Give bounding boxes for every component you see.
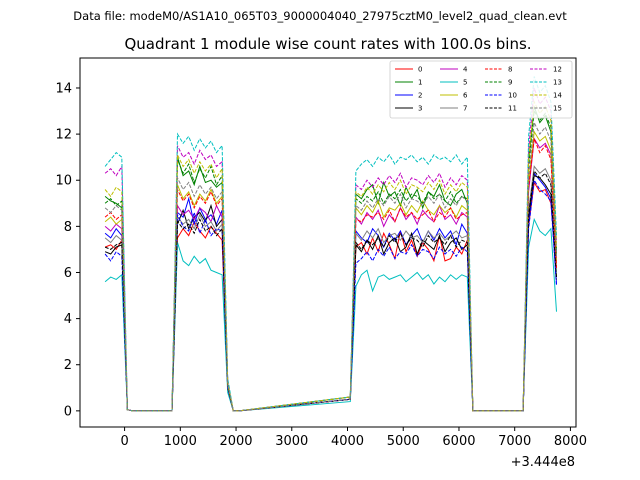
x-offset-label: +3.444e8 [511, 455, 575, 470]
series-line-12 [104, 87, 557, 412]
x-tick-label: 4000 [331, 434, 364, 449]
y-tick-label: 0 [64, 404, 72, 419]
series-layer [104, 76, 557, 412]
x-tick-label: 3000 [275, 434, 308, 449]
legend-label-2: 2 [418, 92, 422, 100]
series-line-13 [104, 76, 557, 412]
series-line-11 [104, 169, 557, 412]
chart-title: Quadrant 1 module wise count rates with … [124, 35, 531, 53]
x-tick-label: 2000 [219, 434, 252, 449]
legend-label-9: 9 [508, 79, 512, 87]
series-line-15 [104, 120, 557, 412]
legend-label-13: 13 [553, 79, 562, 87]
data-file-suptitle: Data file: modeM0/AS1A10_065T03_90000040… [73, 9, 567, 23]
y-tick-label: 4 [64, 312, 72, 327]
legend-label-8: 8 [508, 66, 512, 74]
legend-label-12: 12 [553, 66, 562, 74]
y-tick-label: 8 [64, 220, 72, 235]
plot-frame [79, 57, 577, 428]
y-tick-label: 2 [64, 358, 72, 373]
legend-label-1: 1 [418, 79, 422, 87]
legend-box [389, 60, 573, 119]
series-line-10 [104, 178, 557, 412]
y-tick-label: 14 [55, 81, 72, 96]
legend-label-14: 14 [553, 92, 562, 100]
x-tick-label: 5000 [387, 434, 420, 449]
x-tick-label: 7000 [498, 434, 531, 449]
series-line-7 [104, 165, 557, 412]
y-tick-label: 10 [55, 174, 72, 189]
x-tick-label: 6000 [442, 434, 475, 449]
legend-label-4: 4 [463, 66, 468, 74]
y-tick-label: 12 [55, 128, 72, 143]
series-line-9 [104, 109, 557, 412]
x-tick-label: 0 [120, 434, 128, 449]
legend-label-7: 7 [463, 105, 467, 113]
legend-label-6: 6 [463, 92, 468, 100]
axis-layer: 0 1000 2000 3000 4000 5000 6000 7000 8000 0 2 4 6 8 10… [55, 81, 587, 449]
legend-label-5: 5 [463, 79, 467, 87]
series-line-14 [104, 99, 557, 412]
legend-label-11: 11 [508, 105, 517, 113]
legend-label-10: 10 [508, 92, 517, 100]
x-tick-label: 8000 [554, 434, 587, 449]
legend-label-3: 3 [418, 105, 422, 113]
legend-label-0: 0 [418, 66, 422, 74]
y-tick-label: 6 [64, 266, 72, 281]
x-tick-label: 1000 [164, 434, 197, 449]
series-line-5 [104, 217, 557, 412]
legend-label-15: 15 [553, 105, 562, 113]
